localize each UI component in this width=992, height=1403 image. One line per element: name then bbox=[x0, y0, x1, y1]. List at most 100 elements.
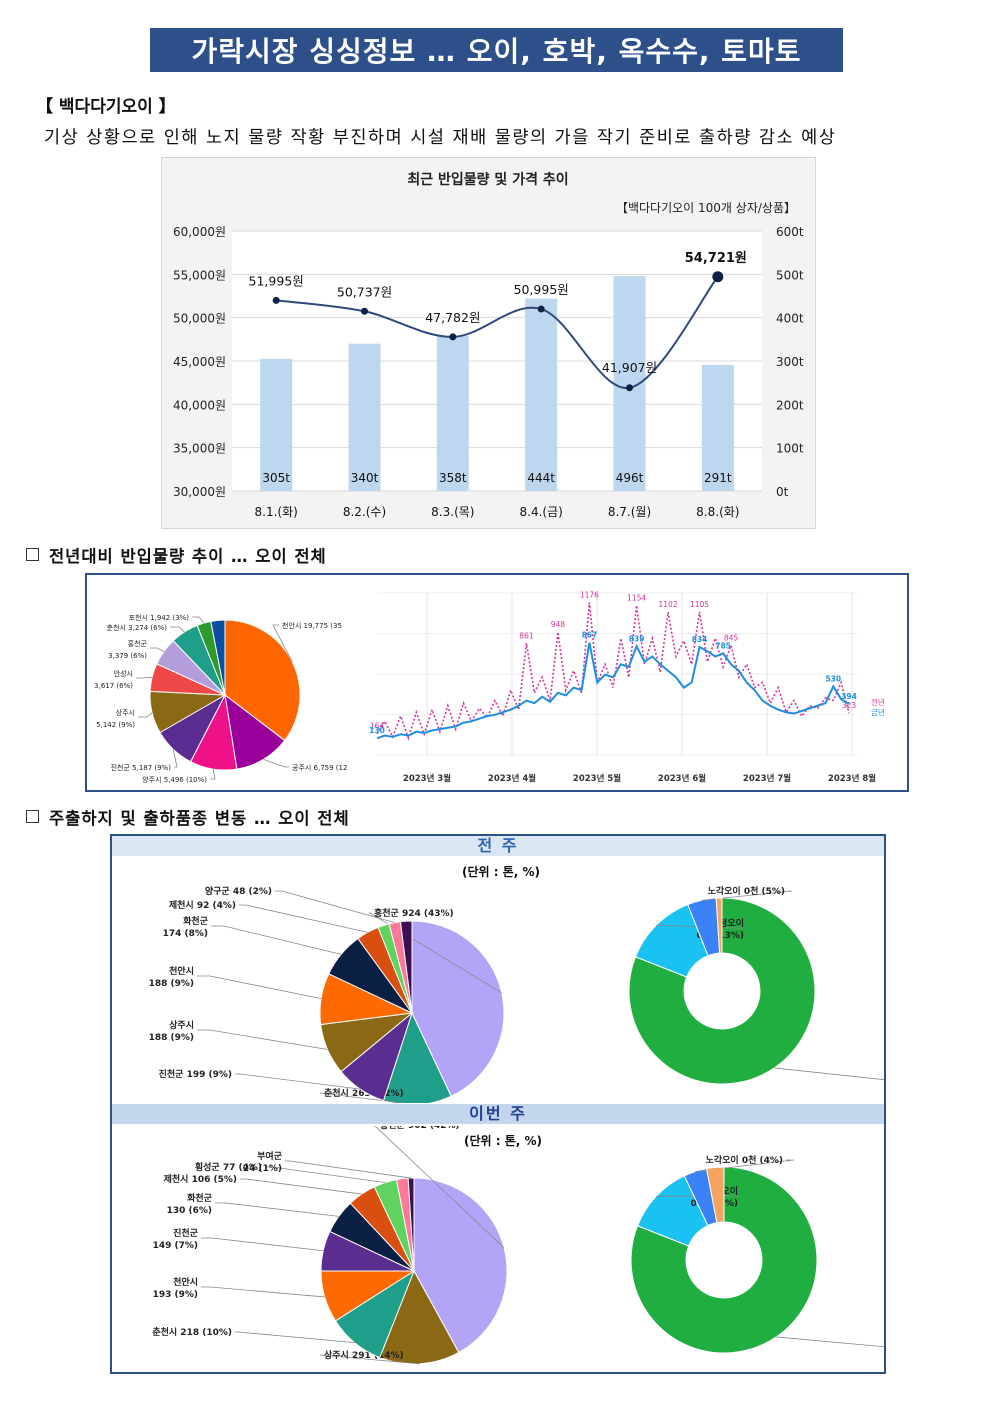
y-right-tick-label: 200t bbox=[776, 398, 804, 412]
pie-slice bbox=[628, 897, 816, 1085]
trend-line-this-year bbox=[376, 642, 850, 740]
trend-x-label: 2023년 8월 bbox=[828, 773, 876, 784]
pie-slice-label-line2: 3,617 (6%) bbox=[94, 682, 133, 690]
pie-leader-line bbox=[265, 1166, 386, 1183]
y-right-tick-label: 500t bbox=[776, 268, 804, 282]
pie-slice-label: 천안시 bbox=[169, 966, 194, 977]
price-point-label: 54,721원 bbox=[685, 251, 747, 266]
pie-slice bbox=[210, 619, 226, 696]
trend-point-label: 861 bbox=[519, 631, 534, 640]
pie-leader-line bbox=[235, 1331, 355, 1344]
pie-slice-label: 제천시 92 (4%) bbox=[169, 899, 236, 911]
pie-leader-line bbox=[215, 1202, 339, 1217]
pie-slice-label-line2: 5,142 (9%) bbox=[96, 721, 135, 729]
chart-title: 최근 반입물량 및 가격 추이 bbox=[407, 171, 568, 188]
section-origin-variety: 주출하지 및 출하품종 변동 … 오이 전체 bbox=[26, 805, 350, 829]
volume-bar bbox=[436, 335, 469, 491]
pie-leader-line bbox=[656, 924, 747, 929]
pie-slice-label: 상주시 bbox=[116, 708, 135, 717]
pie-slice bbox=[705, 1166, 725, 1224]
x-tick-label: 8.3.(목) bbox=[431, 505, 474, 519]
trend-point-label: 130 bbox=[369, 726, 385, 735]
pie-slice-label-line2: 174 (8%) bbox=[163, 929, 208, 939]
pie-slice-label: 부여군 bbox=[257, 1150, 283, 1162]
pie-leader-line bbox=[275, 890, 395, 924]
price-point bbox=[449, 333, 457, 341]
pie-leader-line bbox=[201, 1237, 324, 1252]
pie-slice-label: 횡성군 77 (4%) bbox=[195, 1161, 262, 1173]
pie-leader-line bbox=[172, 749, 178, 768]
trend-point-label: 530 bbox=[825, 674, 841, 683]
trend-point-label: 834 bbox=[692, 635, 708, 644]
pie-slice-label: 천안시 19,775 (35 bbox=[282, 621, 342, 630]
trend-point-label: 1102 bbox=[659, 600, 678, 609]
pie-leader-line bbox=[197, 975, 322, 1000]
volume-bar-label: 340t bbox=[351, 471, 379, 485]
pie-slice-label-line2: 24 (1%) bbox=[243, 1164, 282, 1174]
pie-leader-line bbox=[197, 1029, 328, 1050]
volume-bar bbox=[260, 358, 293, 491]
checkbox-bullet-icon bbox=[26, 548, 39, 561]
x-tick-label: 8.4.(금) bbox=[520, 505, 563, 519]
region-share-pie: 천안시 19,775 (35 공주시 6,759 (12 양주시 5,496 (10… bbox=[94, 613, 347, 784]
pie-slice-label: 천안시 bbox=[173, 1277, 198, 1288]
volume-bar-label: 305t bbox=[262, 471, 290, 485]
yoy-trend-line-chart: 2023년 3월 2023년 4월 2023년 5월 2023년 6월 2023년 7월… bbox=[369, 591, 885, 784]
pie-leader-line bbox=[136, 676, 153, 679]
pie-slice-label: 진천군 5,187 (9%) bbox=[111, 763, 172, 772]
pie-slice-label: 포천시 1,942 (3%) bbox=[129, 613, 190, 622]
section-yoy-volume: 전년대비 반입물량 추이 … 오이 전체 bbox=[26, 543, 327, 567]
pie-slice-label: 화천군 bbox=[183, 915, 209, 927]
price-point-label: 41,907원 bbox=[602, 360, 657, 375]
pie-leader-line bbox=[285, 1160, 412, 1179]
band-this-week: 이번 주 bbox=[112, 1104, 884, 1124]
price-point bbox=[626, 384, 633, 392]
this-week-origin-pie: 홍천군 902 (42%) 상주시 291 (14%) 춘천시 218 (10%) 천… bbox=[152, 1126, 508, 1365]
price-point bbox=[272, 296, 280, 304]
pie-leader-line bbox=[695, 1159, 795, 1172]
pie-slice-label-line2: 193 (9%) bbox=[153, 1290, 198, 1300]
pie-leader-line bbox=[368, 912, 502, 994]
trend-x-label: 2023년 7월 bbox=[743, 773, 791, 784]
pie-leader-line bbox=[272, 624, 293, 662]
pie-slice-label: 화천군 bbox=[187, 1192, 213, 1204]
trend-point-label: 323 bbox=[842, 701, 857, 710]
trend-point-label: 1105 bbox=[690, 600, 709, 609]
pie-slice-label: 홍천군 bbox=[128, 639, 148, 648]
pie-leader-line bbox=[319, 1354, 420, 1365]
volume-bar-label: 444t bbox=[527, 471, 555, 485]
y-left-tick-label: 60,000원 bbox=[173, 225, 226, 239]
pie-slice bbox=[399, 920, 413, 1014]
pie-slice-label: 안성시 bbox=[114, 669, 133, 678]
pie-slice-label: 홍천군 902 (42%) bbox=[380, 1126, 460, 1131]
pie-slice-label: 상주시 bbox=[169, 1019, 194, 1031]
x-tick-label: 8.2.(수) bbox=[343, 505, 386, 519]
pie-leader-line bbox=[150, 647, 165, 652]
unit-label-last-week: (단위 : 톤, %) bbox=[462, 865, 541, 879]
pie-leader-line bbox=[210, 768, 216, 780]
trend-x-label: 2023년 3월 bbox=[403, 773, 451, 784]
volume-bar-label: 358t bbox=[439, 471, 467, 485]
price-point bbox=[361, 307, 368, 315]
volume-price-chart: 최근 반입물량 및 가격 추이 【백다다기오이 100개 상자/상품】 30,000… bbox=[161, 157, 816, 529]
pie-slice-label-line2: 149 (7%) bbox=[153, 1241, 198, 1251]
trend-point-label: 839 bbox=[629, 634, 645, 643]
section-origin-variety-label: 주출하지 및 출하품종 변동 … 오이 전체 bbox=[49, 809, 350, 828]
trend-x-label: 2023년 6월 bbox=[658, 773, 706, 784]
price-point-label: 51,995원 bbox=[249, 273, 304, 288]
pie-leader-line bbox=[235, 1073, 361, 1090]
y-left-tick-label: 30,000원 bbox=[173, 485, 226, 499]
pie-slice bbox=[630, 1166, 818, 1354]
pie-slice-label: 홍천군 924 (43%) bbox=[374, 907, 454, 919]
y-left-tick-label: 50,000원 bbox=[173, 312, 226, 326]
price-point bbox=[712, 271, 724, 283]
trend-point-label: 164 bbox=[370, 722, 385, 731]
pie-slice-label: 노각오이 0천 (4%) bbox=[706, 1154, 783, 1166]
pie-leader-line bbox=[263, 758, 289, 768]
pie-slice-label: 진천군 199 (9%) bbox=[159, 1068, 232, 1080]
trend-legend-label: 금년 bbox=[871, 707, 885, 717]
pie-leader-line bbox=[319, 1092, 407, 1103]
pie-leader-line bbox=[211, 925, 342, 955]
pie-leader-line bbox=[239, 904, 368, 933]
pie-slice-label-line2: 188 (9%) bbox=[149, 1033, 194, 1043]
